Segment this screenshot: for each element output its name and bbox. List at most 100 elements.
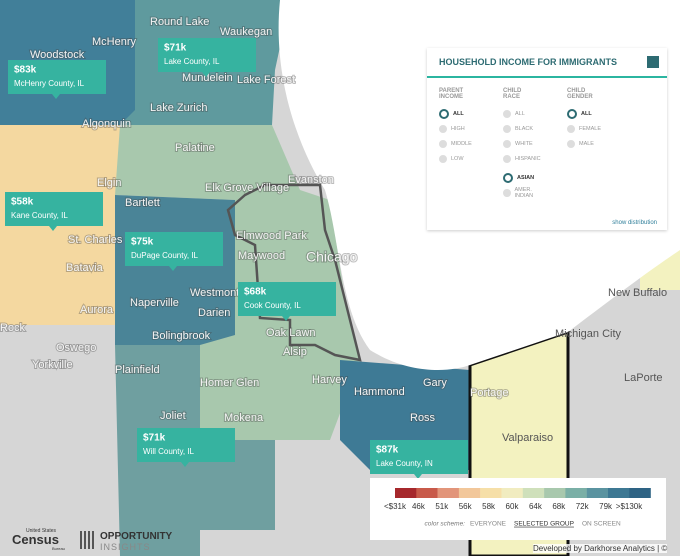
callout-value: $58k: [11, 197, 34, 208]
filter-option[interactable]: HIGH: [439, 121, 485, 136]
place-label: Evanston: [288, 174, 334, 186]
place-label: Yorkville: [32, 359, 73, 371]
place-label: Waukegan: [220, 26, 272, 38]
option-label: BLACK: [515, 125, 534, 132]
filter-option[interactable]: ALL: [567, 106, 613, 121]
place-label: Aurora: [80, 304, 114, 316]
filter-option[interactable]: MALE: [567, 136, 613, 151]
place-label: Ross: [410, 412, 436, 424]
option-dot: [503, 172, 513, 183]
place-label: Algonquin: [82, 118, 131, 130]
filter-option[interactable]: MIDDLE: [439, 136, 485, 151]
filter-option[interactable]: ASIAN: [503, 170, 549, 185]
callout: $83k McHenry County, IL: [8, 60, 106, 99]
option-dot: [439, 154, 447, 163]
place-label: McHenry: [92, 36, 137, 48]
place-label: St. Charles: [68, 234, 123, 246]
legend-tick: <$31k: [384, 502, 407, 511]
callout-value: $71k: [164, 43, 187, 54]
place-label: Valparaiso: [502, 432, 553, 444]
filter-group: CHILD GENDER ALL FEMALE MALE: [567, 88, 613, 200]
color-swatch: [458, 488, 481, 498]
scheme-label: color scheme:: [425, 521, 466, 528]
option-label: LOW: [451, 155, 464, 162]
option-label: ALL: [453, 110, 464, 117]
census-text: Census: [12, 532, 59, 547]
option-dot: [567, 124, 575, 133]
color-swatch: [416, 488, 438, 498]
option-label: MALE: [579, 140, 594, 147]
color-swatch: [608, 488, 630, 498]
option-dot: [567, 108, 577, 119]
filter-option[interactable]: ALL: [503, 106, 549, 121]
legend-tick: 58k: [482, 502, 496, 511]
place-label: Elgin: [97, 177, 121, 189]
city-boundary: [226, 183, 362, 362]
collapse-button[interactable]: [647, 56, 659, 68]
oi-text: OPPORTUNITY: [100, 531, 173, 542]
callout: $71k Will County, IL: [137, 428, 235, 467]
option-label: ALL: [581, 110, 592, 117]
color-swatch: [544, 488, 566, 498]
callout: $75k DuPage County, IL: [125, 232, 223, 271]
filter-option[interactable]: AMER. INDIAN: [503, 185, 549, 200]
legend-tick: 64k: [529, 502, 543, 511]
callout: $71k Lake County, IL: [158, 38, 256, 77]
callout-value: $83k: [14, 65, 37, 76]
filter-option[interactable]: ALL: [439, 106, 485, 121]
place-label: New Buffalo: [608, 287, 667, 299]
callout-box: [137, 428, 235, 462]
callout: $68k Cook County, IL: [238, 282, 336, 321]
region-cook: [115, 125, 360, 440]
filter-option[interactable]: WHITE: [503, 136, 549, 151]
legend-tick: 79k: [599, 502, 613, 511]
place-label: Bartlett: [125, 197, 160, 209]
place-label: Elk Grove Village: [205, 182, 289, 194]
option-label: ASIAN: [517, 174, 535, 181]
scheme-option[interactable]: EVERYONE: [470, 521, 507, 528]
option-label: HIGH: [451, 125, 465, 132]
place-label: Oswego: [56, 342, 96, 354]
legend-tick: 51k: [435, 502, 449, 511]
callout-value: $75k: [131, 237, 154, 248]
color-swatch: [437, 488, 460, 498]
panel-header: HOUSEHOLD INCOME FOR IMMIGRANTS: [427, 48, 667, 78]
place-label: Rock: [0, 322, 26, 334]
filter-option[interactable]: FEMALE: [567, 121, 613, 136]
callout-value: $71k: [143, 433, 166, 444]
place-label: Oak Lawn: [266, 327, 316, 339]
callout-label: Cook County, IL: [244, 301, 301, 310]
callout-box: [238, 282, 336, 316]
oi-text-block: OPPORTUNITY INSIGHTS: [100, 531, 172, 552]
callout: $87k Lake County, IN: [370, 440, 468, 479]
place-label: Bolingbrook: [152, 330, 211, 342]
filter-option[interactable]: LOW: [439, 151, 485, 166]
option-dot: [503, 124, 511, 133]
place-label: Round Lake: [150, 16, 209, 28]
callout-box: [5, 192, 103, 226]
callout: $58k Kane County, IL: [5, 192, 103, 231]
legend-tick: 60k: [506, 502, 520, 511]
place-label: Homer Glen: [200, 377, 259, 389]
place-label: Portage: [470, 387, 509, 399]
census-bureau: Bureau: [52, 546, 65, 551]
legend-tick: 46k: [412, 502, 426, 511]
callout-pointer: [414, 474, 422, 479]
distribution-link[interactable]: show distribution: [612, 220, 657, 226]
color-swatch: [586, 488, 609, 498]
option-dot: [439, 139, 447, 148]
callout-pointer: [282, 316, 290, 321]
place-label: Lake Forest: [237, 74, 295, 86]
filter-heading: CHILD GENDER: [567, 88, 593, 100]
panel-title[interactable]: HOUSEHOLD INCOME FOR IMMIGRANTS: [439, 57, 617, 67]
callout-pointer: [169, 266, 177, 271]
callout-label: Lake County, IL: [164, 57, 220, 66]
filter-option[interactable]: HISPANIC: [503, 151, 549, 166]
option-label: WHITE: [515, 140, 533, 147]
oi-icon: [80, 531, 96, 549]
filter-option[interactable]: BLACK: [503, 121, 549, 136]
scheme-option[interactable]: SELECTED GROUP: [514, 521, 574, 528]
place-label: Lake Zurich: [150, 102, 207, 114]
place-label: Alsip: [283, 346, 307, 358]
scheme-option[interactable]: ON SCREEN: [582, 521, 621, 528]
